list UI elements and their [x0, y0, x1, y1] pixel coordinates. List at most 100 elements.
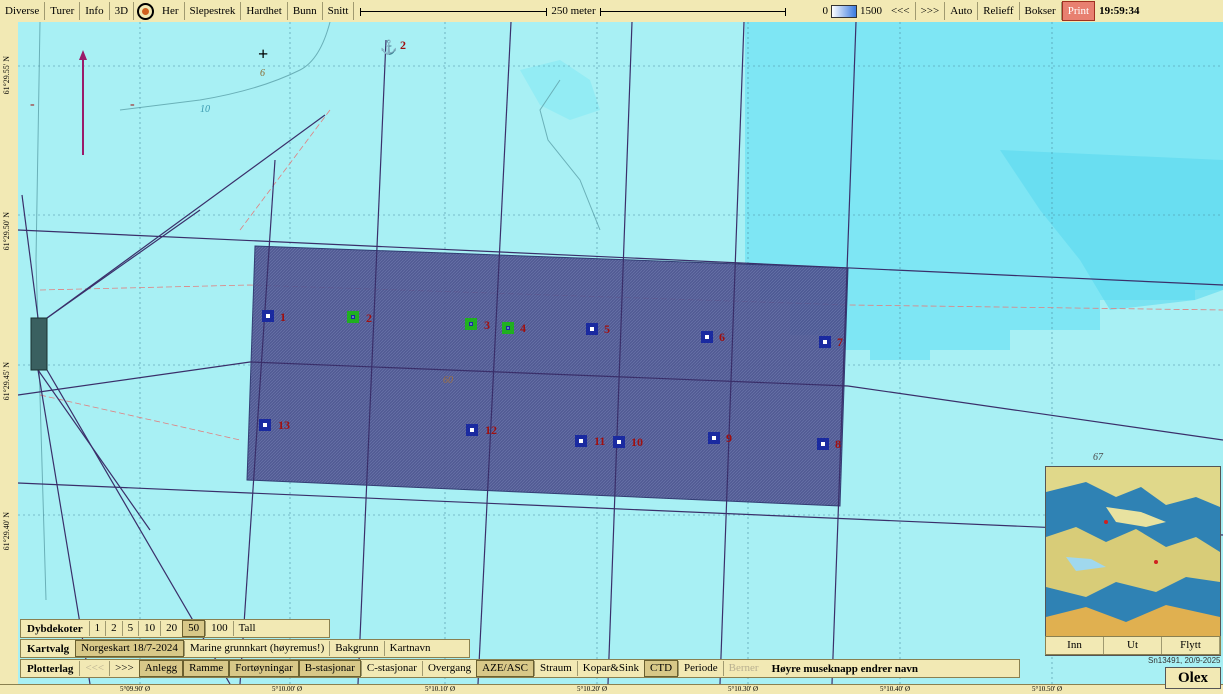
- clock: 19:59:34: [1099, 5, 1140, 17]
- layer-c-stasjonar[interactable]: C-stasjonar: [360, 661, 422, 676]
- menu-slepestrek[interactable]: Slepestrek: [185, 2, 242, 20]
- survey-area[interactable]: [246, 245, 849, 507]
- scale-label: 250 meter: [551, 5, 596, 17]
- layer-prev-button[interactable]: <<<: [79, 661, 109, 676]
- menu-bunn[interactable]: Bunn: [288, 2, 323, 20]
- layer-overgang[interactable]: Overgang: [421, 661, 476, 676]
- depth-contour-row: Dybdekoter 1 2 5 10 20 50 100 Tall: [20, 619, 330, 638]
- layer-b-stasjonar[interactable]: B-stasjonar: [298, 660, 361, 677]
- station-marker[interactable]: [502, 322, 514, 334]
- depth-label: 6: [260, 68, 265, 79]
- depth-option[interactable]: 20: [160, 621, 182, 636]
- station-marker[interactable]: [819, 336, 831, 348]
- layer-berner[interactable]: Berner: [722, 661, 764, 676]
- depth-option[interactable]: 5: [121, 621, 139, 636]
- olex-logo[interactable]: Olex: [1165, 667, 1221, 689]
- minimap-controls: Inn Ut Flytt: [1045, 636, 1221, 655]
- minimap-image: [1046, 467, 1220, 637]
- depth-option[interactable]: 1: [88, 621, 106, 636]
- chart-option[interactable]: Bakgrunn: [329, 641, 383, 656]
- chart-option[interactable]: Kartnavn: [383, 641, 436, 656]
- next-button[interactable]: >>>: [916, 2, 946, 20]
- zoom-out-button[interactable]: Ut: [1104, 637, 1162, 654]
- station-marker[interactable]: [347, 311, 359, 323]
- layer-kopar-sink[interactable]: Kopar&Sink: [576, 661, 644, 676]
- layer-next-button[interactable]: >>>: [109, 661, 139, 676]
- depth-option[interactable]: 2: [105, 621, 122, 636]
- station-marker[interactable]: [586, 323, 598, 335]
- menu-snitt[interactable]: Snitt: [323, 2, 355, 20]
- station-marker[interactable]: [259, 419, 271, 431]
- zoom-in-button[interactable]: Inn: [1046, 637, 1104, 654]
- chart-map[interactable]: - - + ⚓: [18, 22, 1223, 684]
- plotter-layer-title: Plotterlag: [27, 662, 74, 675]
- menu-info[interactable]: Info: [80, 2, 110, 20]
- layer-anlegg[interactable]: Anlegg: [138, 660, 184, 677]
- depth-contour: [35, 22, 331, 601]
- station-marker[interactable]: [466, 424, 478, 436]
- bokser-button[interactable]: Bokser: [1020, 2, 1062, 20]
- layer-straum[interactable]: Straum: [534, 661, 577, 676]
- anchor-icon[interactable]: ⚓: [380, 39, 397, 56]
- prev-button[interactable]: <<<: [886, 2, 916, 20]
- latitude-ruler: 61°29.55' N 61°29.50' N 61°29.45' N 61°2…: [0, 22, 19, 687]
- layer-ctd[interactable]: CTD: [644, 660, 679, 677]
- station-label: 9: [726, 431, 732, 445]
- station-label: 2: [366, 311, 372, 325]
- depth-label: 67: [1093, 452, 1103, 463]
- layer-ramme[interactable]: Ramme: [183, 660, 230, 677]
- station-label: 1: [280, 310, 286, 324]
- longitude-ruler: 5°09.90' Ø 5°10.00' Ø 5°10.10' Ø 5°10.20…: [0, 684, 1223, 694]
- lon-label: 5°10.50' Ø: [1032, 685, 1063, 693]
- lon-label: 5°10.40' Ø: [880, 685, 911, 693]
- lon-label: 5°10.20' Ø: [577, 685, 608, 693]
- move-button[interactable]: Flytt: [1162, 637, 1220, 654]
- layer-aze-asc[interactable]: AZE/ASC: [476, 660, 534, 677]
- lon-label: 5°09.90' Ø: [120, 685, 151, 693]
- station-marker[interactable]: [708, 432, 720, 444]
- chart-option[interactable]: Marine grunnkart (høyremus!): [183, 641, 329, 656]
- menu-hardhet[interactable]: Hardhet: [241, 2, 288, 20]
- station-label: 13: [278, 418, 290, 432]
- mooring-lines: [18, 22, 1223, 684]
- station-label: 3: [484, 318, 490, 332]
- relieff-button[interactable]: Relieff: [978, 2, 1020, 20]
- lat-label: 61°29.40' N: [2, 512, 11, 551]
- menu-her[interactable]: Her: [157, 2, 185, 20]
- menu-turer[interactable]: Turer: [45, 2, 81, 20]
- depth-contour-title: Dybdekoter: [27, 622, 83, 635]
- station-marker[interactable]: [262, 310, 274, 322]
- layer-periode[interactable]: Periode: [678, 661, 723, 676]
- depth-option-selected[interactable]: 50: [182, 620, 206, 637]
- cross-marker-icon: +: [258, 44, 268, 64]
- serial-number: Sn13491, 20/9-2025: [1148, 656, 1221, 665]
- depth-contour: [539, 79, 601, 231]
- depth-option[interactable]: Tall: [232, 621, 261, 636]
- menu-3d[interactable]: 3D: [110, 2, 135, 20]
- depth-label: 10: [200, 104, 210, 115]
- station-marker[interactable]: [613, 436, 625, 448]
- menu-diverse[interactable]: Diverse: [0, 2, 46, 20]
- layer-fortoyningar[interactable]: Fortøyningar: [229, 660, 299, 677]
- dashed-boundary: [39, 109, 1223, 441]
- lat-label: 61°29.50' N: [2, 212, 11, 251]
- depth-option[interactable]: 100: [205, 621, 233, 636]
- station-marker[interactable]: [575, 435, 587, 447]
- overview-minimap[interactable]: [1045, 466, 1221, 656]
- auto-button[interactable]: Auto: [945, 2, 979, 20]
- compass-icon[interactable]: [137, 2, 155, 20]
- top-toolbar: Diverse Turer Info 3D Her Slepestrek Har…: [0, 0, 1223, 23]
- pier: [30, 317, 48, 371]
- depth-max-label: 1500: [859, 5, 882, 17]
- station-marker[interactable]: [817, 438, 829, 450]
- chart-option-selected[interactable]: Norgeskart 18/7-2024: [75, 640, 184, 657]
- station-label: 4: [520, 321, 526, 335]
- station-marker[interactable]: [701, 331, 713, 343]
- lat-label: 61°29.45' N: [2, 362, 11, 401]
- station-marker[interactable]: [465, 318, 477, 330]
- lon-label: 5°10.00' Ø: [272, 685, 303, 693]
- station-label: 6: [719, 330, 725, 344]
- depth-color-scale[interactable]: [830, 4, 857, 18]
- depth-option[interactable]: 10: [138, 621, 160, 636]
- print-button[interactable]: Print: [1061, 1, 1096, 21]
